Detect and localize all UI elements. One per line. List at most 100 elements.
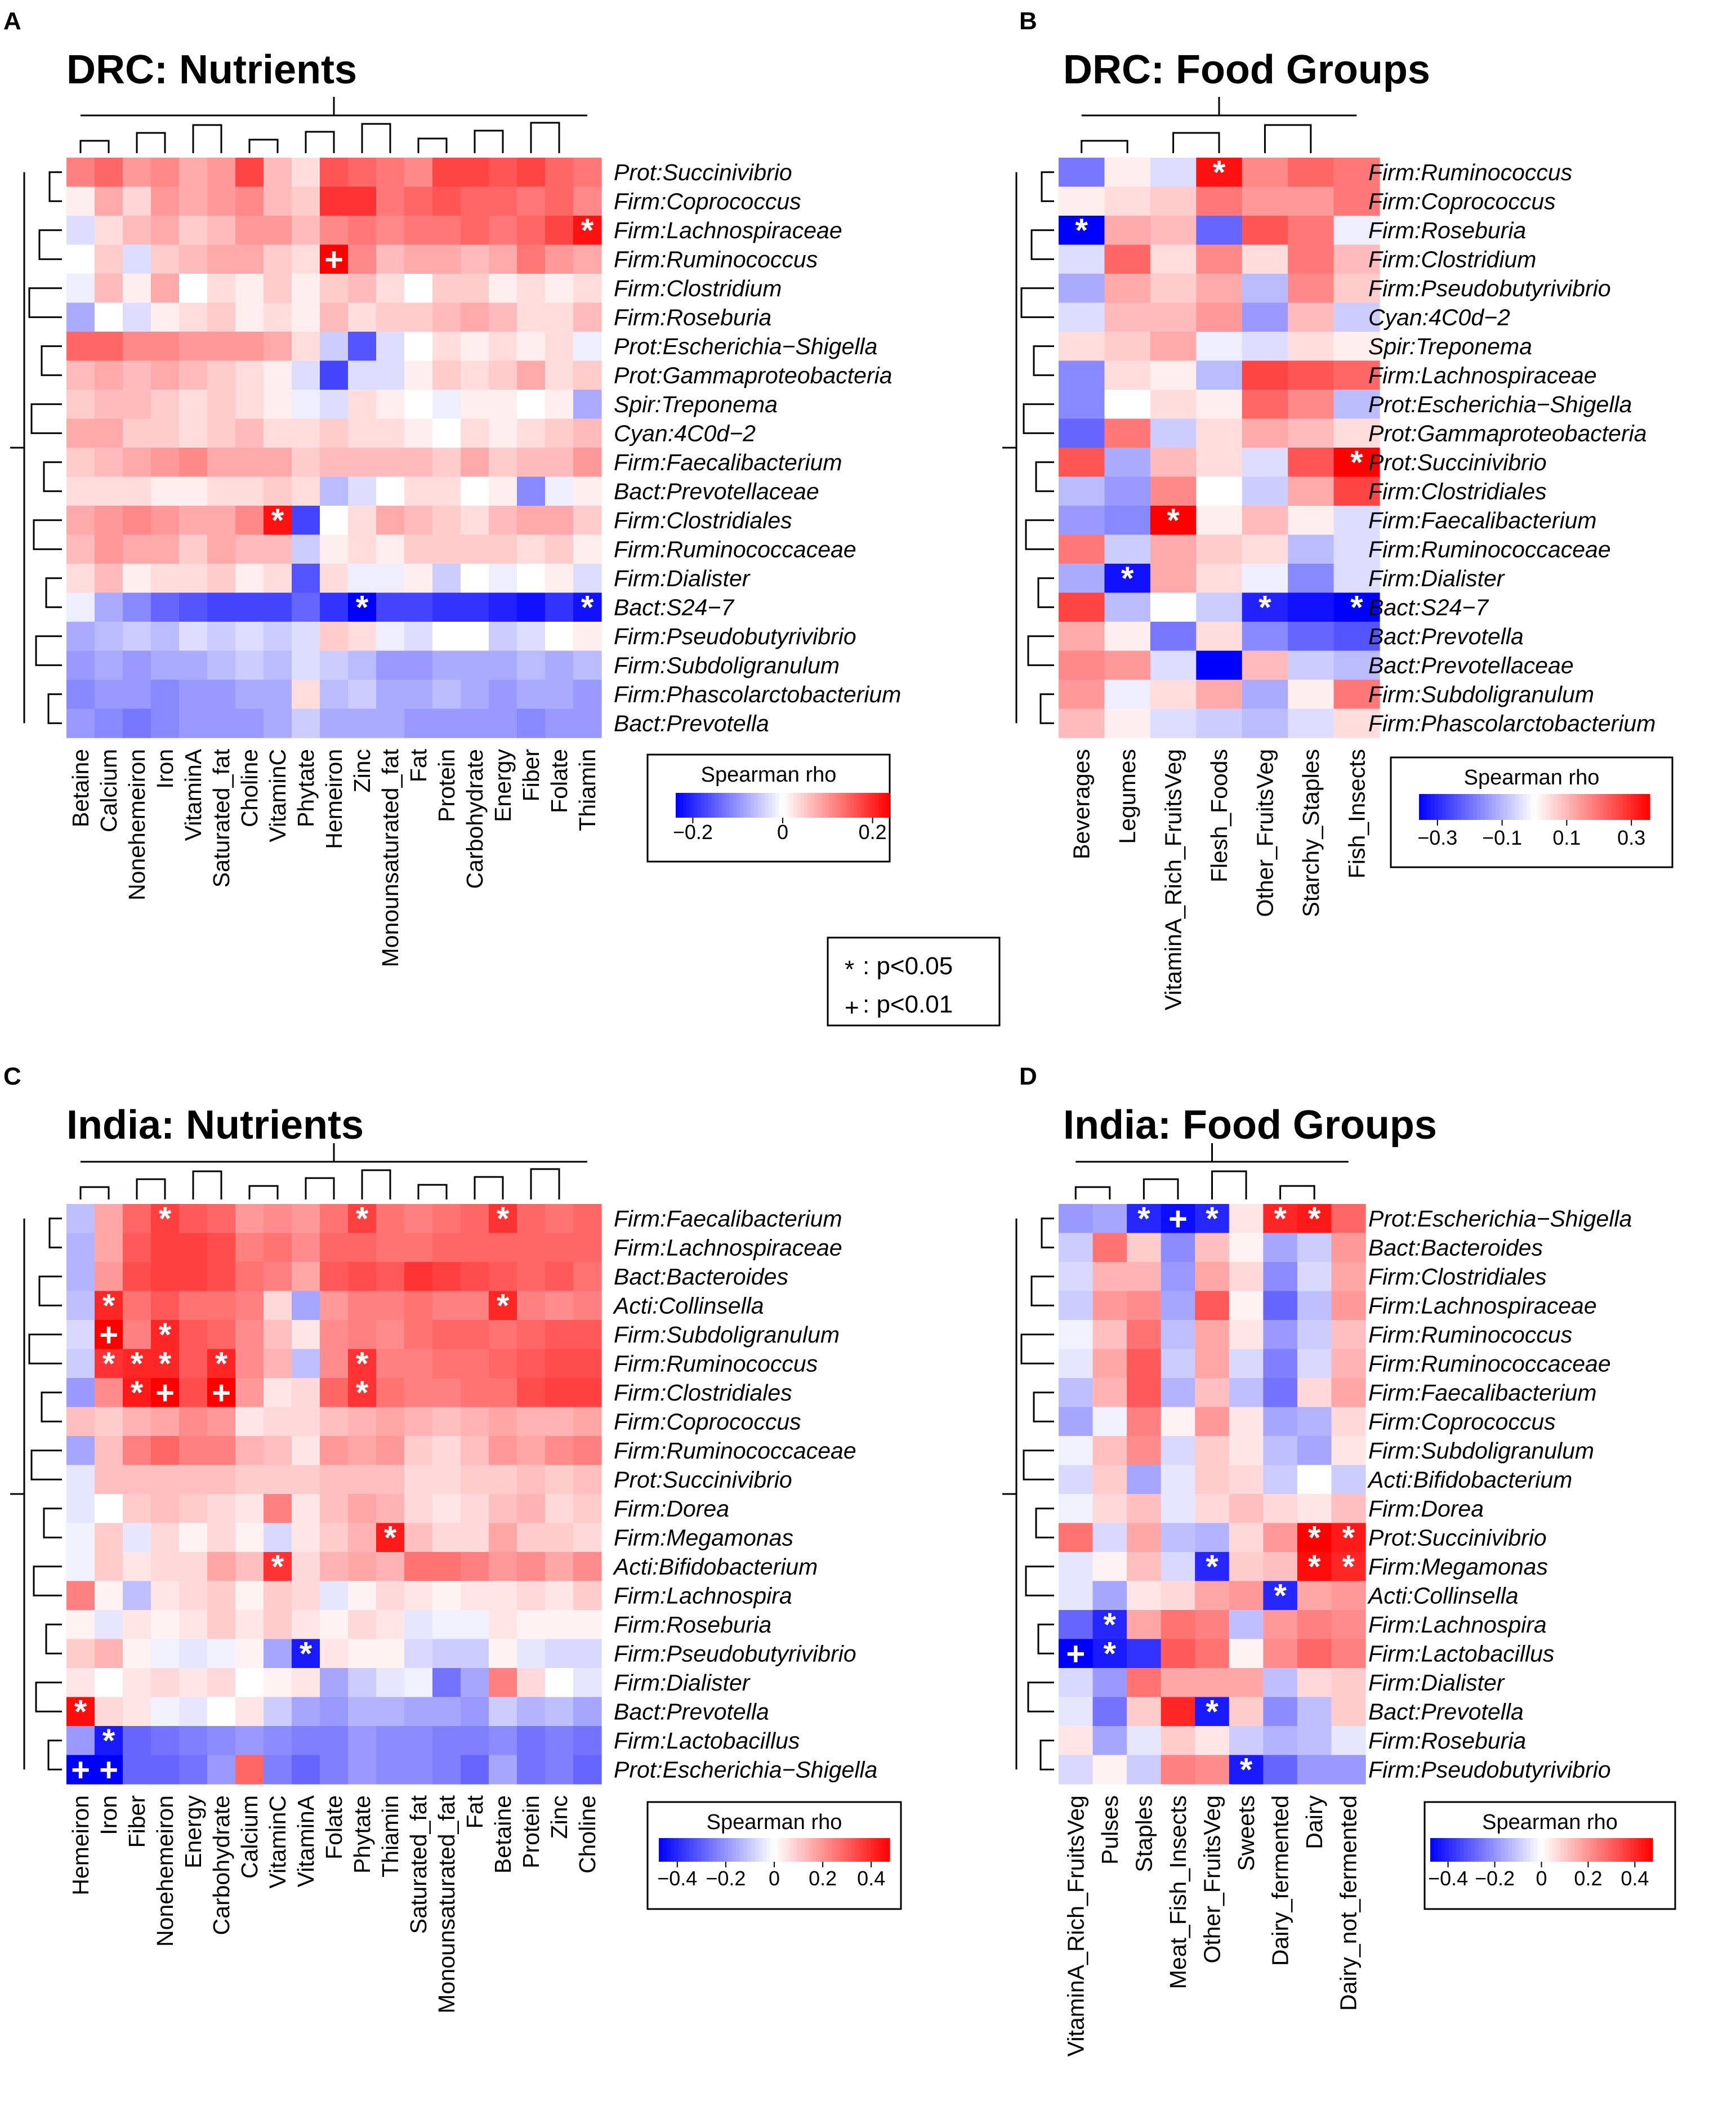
legend-ramp-step <box>1515 794 1520 820</box>
row-dendrogram-branch <box>1020 287 1054 318</box>
heatmap-cell <box>207 158 236 188</box>
heatmap-cell <box>264 534 292 564</box>
heatmap-cell <box>404 650 433 680</box>
heatmap-cell <box>1331 1552 1366 1582</box>
heatmap-cell <box>264 1697 292 1727</box>
significance-marks: *+** * <box>271 212 594 626</box>
legend-ramp-step <box>875 793 880 818</box>
heatmap-cell <box>1229 1523 1264 1553</box>
heatmap-cell <box>545 332 574 362</box>
heatmap-cell <box>320 302 349 332</box>
heatmap-cell <box>461 390 489 420</box>
heatmap-cell <box>292 1320 320 1350</box>
row-label: Firm:Pseudobutyrivibrio <box>614 623 856 649</box>
heatmap-cell <box>1288 302 1335 332</box>
heatmap-cell <box>376 1755 405 1785</box>
legend-ramp-step <box>1445 794 1451 820</box>
heatmap-cell <box>1331 1668 1366 1698</box>
heatmap-cell <box>207 1407 236 1437</box>
heatmap-cell <box>179 1523 208 1553</box>
legend-ramp-step <box>1527 794 1531 820</box>
star-icon: * <box>845 956 854 983</box>
heatmap-cell <box>348 1610 377 1640</box>
heatmap-cell <box>517 1639 546 1669</box>
heatmap-cell <box>66 1552 95 1582</box>
heatmap-cell <box>461 476 489 506</box>
legend-ramp-step <box>761 793 765 818</box>
legend-ramp-step <box>689 1838 694 1862</box>
heatmap-cell <box>348 1436 377 1466</box>
row-dendrogram-branch <box>41 345 62 376</box>
heatmap-cell <box>517 1697 546 1727</box>
row-label: Firm:Clostridiales <box>614 507 792 533</box>
heatmap-cell <box>489 302 517 332</box>
heatmap-cell <box>1229 1697 1264 1727</box>
heatmap-cell <box>151 1291 180 1321</box>
heatmap-cell <box>1331 1755 1366 1785</box>
heatmap-cell <box>264 1523 292 1553</box>
heatmap-cell <box>1288 332 1335 362</box>
column-label: Other_FruitsVeg <box>1199 1795 1225 1964</box>
heatmap-cell <box>123 1291 151 1321</box>
heatmap-cell <box>1104 216 1151 246</box>
heatmap-cell <box>1297 1204 1332 1234</box>
heatmap-cell <box>1104 244 1151 274</box>
row-label: Bact:Prevotellaceae <box>614 478 819 504</box>
heatmap-cell <box>573 1639 602 1669</box>
heatmap-cell <box>489 622 517 652</box>
legend-ramp-step <box>1434 1838 1438 1862</box>
column-label: Folate <box>321 1795 347 1859</box>
row-label: Prot:Succinivibrio <box>1368 449 1547 475</box>
heatmap-cell <box>1161 1407 1195 1437</box>
row-dendrogram-branch <box>1030 1275 1054 1306</box>
heatmap-cell <box>461 274 489 304</box>
row-label: Prot:Escherichia−Shigella <box>1368 1206 1632 1232</box>
heatmap-cell <box>1195 1291 1230 1321</box>
column-label: Sweets <box>1233 1795 1259 1871</box>
column-dendrogram-branch <box>1081 140 1128 153</box>
heatmap-cell <box>1059 564 1105 594</box>
row-label: Firm:Pseudobutyrivibrio <box>1368 275 1611 301</box>
legend-ramp-step <box>1541 1838 1546 1862</box>
heatmap-cell <box>179 1407 208 1437</box>
heatmap-cell <box>461 1697 489 1727</box>
panel-letter: A <box>3 7 21 35</box>
heatmap-cell <box>320 680 349 710</box>
heatmap-cell <box>151 1465 180 1495</box>
row-label: Acti:Bifidobacterium <box>1367 1466 1572 1492</box>
heatmap-cell <box>1196 158 1243 188</box>
heatmap-cell <box>179 1581 208 1611</box>
heatmap-cell <box>545 534 574 564</box>
heatmap-cell <box>264 186 292 216</box>
heatmap-cell <box>1195 1465 1230 1495</box>
heatmap-cell <box>179 360 208 390</box>
row-dendrogram-branch <box>1037 577 1054 608</box>
heatmap-cell <box>66 216 95 246</box>
heatmap-cell <box>573 1204 602 1234</box>
heatmap-cell <box>1297 1610 1332 1640</box>
heatmap-cell <box>235 1378 264 1408</box>
heatmap-cell <box>292 302 320 332</box>
significance-star: * <box>1342 1519 1355 1556</box>
significance-plus: + <box>212 1375 231 1411</box>
row-dendrogram-branch <box>1030 229 1054 260</box>
legend-ramp-step <box>1527 1838 1531 1862</box>
row-dendrogram-branch <box>1041 171 1054 202</box>
legend-ramp-step <box>1577 794 1581 820</box>
heatmap-cell <box>66 1639 95 1669</box>
heatmap-cell <box>1333 650 1380 680</box>
heatmap-cell <box>404 158 433 188</box>
heatmap-cell <box>545 506 574 536</box>
row-label: Firm:Ruminococcaceae <box>614 1438 856 1464</box>
row-dendrogram-branch <box>30 403 62 434</box>
legend-ramp-step <box>1637 1838 1642 1862</box>
heatmap-cell <box>517 592 546 622</box>
heatmap-cell <box>489 418 517 448</box>
heatmap-cell <box>1263 1262 1298 1292</box>
heatmap-cell <box>573 506 602 536</box>
heatmap-cell <box>207 564 236 594</box>
heatmap-cell <box>432 1233 461 1263</box>
row-label: Firm:Ruminococcus <box>1368 159 1572 185</box>
heatmap-cell <box>1059 244 1105 274</box>
